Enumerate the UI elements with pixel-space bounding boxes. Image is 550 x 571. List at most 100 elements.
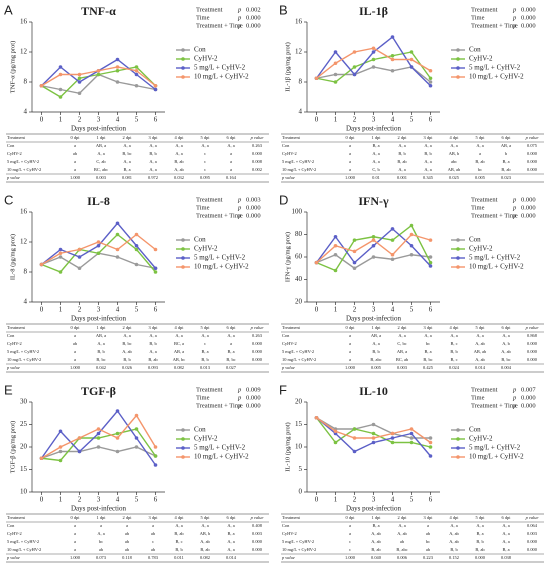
stat-p: 0.000 bbox=[521, 22, 536, 29]
table-header: 0 dpi bbox=[71, 515, 81, 520]
table-header: 3 dpi bbox=[424, 515, 434, 520]
table-cell: a bbox=[74, 333, 76, 338]
table-cell: 0.011 bbox=[174, 555, 184, 560]
stat-name: Treatment bbox=[471, 196, 498, 203]
stat-p: 0.007 bbox=[521, 386, 536, 393]
table-cell: AB, a bbox=[96, 143, 106, 149]
x-tick-label: 3 bbox=[372, 306, 376, 314]
table-cell: Con bbox=[282, 333, 290, 338]
stat-p: 0.000 bbox=[246, 394, 261, 401]
table-cell: p value bbox=[6, 555, 20, 560]
table-cell: a bbox=[74, 547, 76, 552]
x-axis-label: Days post-infection bbox=[71, 315, 127, 323]
table-cell: A, b bbox=[502, 341, 510, 347]
table-cell: 0.006 bbox=[397, 555, 408, 560]
table-cell: 1.000 bbox=[345, 555, 356, 560]
panel-label: C bbox=[4, 192, 13, 207]
data-point bbox=[134, 427, 139, 431]
table-header: p value bbox=[525, 135, 539, 140]
data-point bbox=[371, 431, 376, 436]
y-tick-label: 15 bbox=[20, 465, 28, 473]
data-point bbox=[409, 252, 414, 257]
table-header: 3 dpi bbox=[149, 135, 159, 140]
table-header: 5 dpi bbox=[476, 325, 486, 330]
data-point bbox=[115, 431, 120, 436]
table-cell: 10 mg/L + CyHV-2 bbox=[7, 167, 41, 172]
data-point bbox=[77, 266, 82, 271]
table-header: 1 dpi bbox=[372, 325, 382, 330]
x-tick-label: 1 bbox=[59, 496, 63, 504]
table-cell: b bbox=[505, 151, 508, 156]
table-header: 6 dpi bbox=[502, 135, 512, 140]
table-cell: c bbox=[204, 341, 206, 346]
table-cell: a bbox=[230, 167, 232, 172]
stat-name: Treatment bbox=[196, 386, 223, 393]
table-cell: a bbox=[349, 531, 351, 536]
table-cell: 0.081 bbox=[122, 175, 132, 180]
table-cell: B, a bbox=[502, 159, 509, 165]
stat-name: Treatment bbox=[471, 6, 498, 13]
table-cell: 0.000 bbox=[252, 341, 263, 346]
data-point bbox=[134, 445, 139, 449]
data-point bbox=[390, 227, 395, 231]
data-point bbox=[134, 436, 139, 440]
table-header: 2 dpi bbox=[123, 325, 133, 330]
legend-label: 5 mg/L + CyHV-2 bbox=[469, 254, 521, 262]
data-point bbox=[115, 449, 120, 454]
data-point bbox=[115, 57, 120, 62]
table-cell: ab bbox=[73, 341, 78, 346]
legend-label: 10 mg/L + CyHV-2 bbox=[194, 73, 249, 81]
table-cell: AB, a bbox=[96, 333, 106, 339]
y-tick-label: 16 bbox=[20, 18, 28, 26]
x-tick-label: 6 bbox=[429, 116, 433, 124]
data-point bbox=[333, 234, 338, 239]
table-cell: 0.000 bbox=[252, 547, 263, 552]
stat-p: 0.000 bbox=[521, 204, 536, 211]
y-tick-label: 8 bbox=[24, 78, 28, 86]
table-cell: A, a bbox=[476, 143, 483, 149]
table-cell: A, ab bbox=[397, 531, 407, 537]
data-point bbox=[409, 427, 414, 431]
stat-name: Time bbox=[196, 204, 210, 211]
table-cell: Con bbox=[282, 143, 290, 148]
chart-title: IL-10 bbox=[359, 384, 388, 398]
data-point bbox=[134, 83, 139, 88]
table-cell: CyHV-2 bbox=[282, 341, 297, 346]
stat-p: 0.000 bbox=[521, 402, 536, 409]
table-cell: 0.025 bbox=[449, 175, 460, 180]
data-point bbox=[352, 436, 357, 440]
x-tick-label: 5 bbox=[135, 116, 139, 124]
table-cell: ab bbox=[99, 547, 104, 552]
table-cell: B, b bbox=[175, 547, 183, 553]
table-header: 5 dpi bbox=[476, 515, 486, 520]
table-header: 0 dpi bbox=[346, 135, 356, 140]
legend-label: 10 mg/L + CyHV-2 bbox=[469, 263, 524, 271]
table-cell: 0.408 bbox=[252, 523, 263, 528]
data-point bbox=[153, 247, 158, 252]
table-cell: C, bc bbox=[397, 341, 406, 347]
legend-label: 10 mg/L + CyHV-2 bbox=[194, 263, 249, 271]
data-point bbox=[115, 68, 120, 73]
y-tick-label: 5 bbox=[299, 465, 303, 473]
table-cell: 5 mg/L + CyHV-2 bbox=[7, 159, 39, 164]
table-cell: 0.002 bbox=[252, 167, 262, 172]
table-cell: B, b bbox=[372, 349, 380, 355]
legend-marker bbox=[181, 437, 185, 441]
table-cell: A, a bbox=[372, 341, 379, 347]
table-cell: 0.000 bbox=[252, 357, 263, 362]
data-point bbox=[428, 440, 433, 445]
data-point bbox=[77, 72, 82, 77]
y-tick-label: 25 bbox=[20, 420, 28, 428]
table-header: Treatment bbox=[7, 325, 26, 330]
table-cell: 0.003 bbox=[527, 531, 538, 536]
x-tick-label: 2 bbox=[78, 496, 82, 504]
table-cell: ab bbox=[125, 547, 130, 552]
table-cell: 1.000 bbox=[70, 555, 81, 560]
table-cell: ab bbox=[426, 531, 431, 536]
table-cell: A, a bbox=[502, 333, 509, 339]
table-cell: a bbox=[349, 333, 351, 338]
stat-name: Time bbox=[196, 14, 210, 21]
y-axis-label: IFN-γ (pg/mg prot) bbox=[284, 232, 291, 282]
table-cell: A, a bbox=[123, 333, 130, 339]
x-tick-label: 2 bbox=[353, 496, 357, 504]
